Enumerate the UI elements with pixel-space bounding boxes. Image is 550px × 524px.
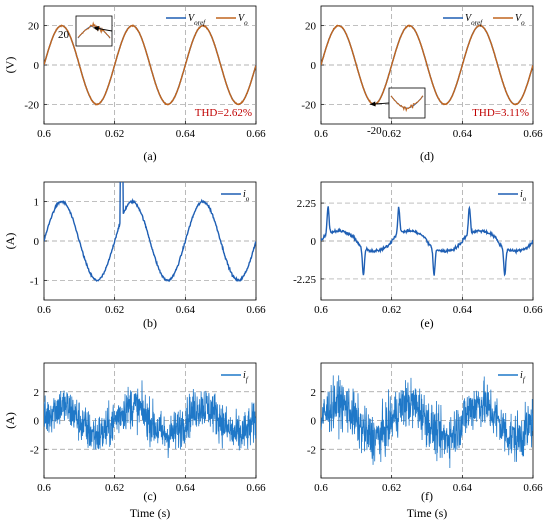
zoom-inset-label: -20 bbox=[367, 125, 382, 137]
y-tick-label: -20 bbox=[24, 99, 39, 111]
y-tick-label: 2.25 bbox=[297, 198, 317, 210]
thd-label: THD=3.11% bbox=[472, 107, 529, 119]
y-tick-label: -2 bbox=[307, 444, 316, 456]
y-tick-label: 0 bbox=[311, 416, 317, 428]
y-tick-label: 0 bbox=[34, 60, 40, 72]
x-tick-label: 0.6 bbox=[314, 128, 328, 140]
y-tick-label: 2 bbox=[311, 387, 317, 399]
x-tick-label: 0.62 bbox=[105, 128, 124, 140]
zoom-inset-trace bbox=[390, 95, 424, 113]
y-tick-label: 0 bbox=[34, 416, 40, 428]
y-axis-label: (A) bbox=[3, 412, 17, 429]
chart-b: 0.6 0.62 0.64 0.66 -1 0 1 io (A) (b) bbox=[3, 181, 266, 330]
x-tick-label: 0.62 bbox=[382, 128, 401, 140]
x-tick-label: 0.6 bbox=[314, 482, 328, 494]
x-tick-label: 0.64 bbox=[453, 128, 473, 140]
series-line-i-f bbox=[44, 380, 256, 459]
y-tick-label: 20 bbox=[28, 21, 40, 33]
y-tick-label: 20 bbox=[305, 21, 317, 33]
y-tick-label: 2 bbox=[34, 387, 40, 399]
series-line-i-o bbox=[44, 182, 256, 283]
x-tick-label: 0.62 bbox=[105, 304, 124, 316]
panel-caption: (c) bbox=[143, 489, 156, 503]
x-tick-label: 0.66 bbox=[246, 482, 266, 494]
x-tick-label: 0.66 bbox=[246, 304, 266, 316]
series-line-i-f bbox=[321, 375, 533, 468]
y-tick-label: 0 bbox=[311, 60, 317, 72]
x-tick-label: 0.62 bbox=[382, 304, 401, 316]
x-tick-label: 0.64 bbox=[176, 482, 196, 494]
zoom-inset-trace bbox=[77, 21, 111, 39]
legend-label-a-1: Vo bbox=[238, 13, 248, 27]
zoom-inset-label: 20 bbox=[58, 29, 70, 41]
x-axis-label: Time (s) bbox=[130, 506, 171, 520]
chart-d: 0.6 0.62 0.64 0.66 -20 0 20 Voref Vo THD=3.11% -20… bbox=[301, 5, 543, 163]
legend-label-a-0: Voref bbox=[188, 13, 206, 27]
panel-caption: (e) bbox=[420, 316, 433, 330]
x-tick-label: 0.64 bbox=[176, 128, 196, 140]
x-tick-label: 0.6 bbox=[37, 128, 51, 140]
legend-label-f-0: if bbox=[520, 370, 526, 384]
panel-caption: (b) bbox=[143, 316, 157, 330]
panel-caption: (d) bbox=[420, 149, 434, 163]
y-tick-label: -2.25 bbox=[293, 274, 316, 286]
y-axis-label: (V) bbox=[3, 57, 17, 74]
x-tick-label: 0.66 bbox=[246, 128, 266, 140]
x-axis-label: Time (s) bbox=[407, 506, 448, 520]
x-tick-label: 0.64 bbox=[176, 304, 196, 316]
chart-e: 0.6 0.62 0.64 0.66 -2.25 0 2.25 io (e) bbox=[293, 181, 543, 330]
y-tick-label: -20 bbox=[301, 99, 316, 111]
y-tick-label: -2 bbox=[30, 444, 39, 456]
thd-label: THD=2.62% bbox=[195, 107, 252, 119]
x-tick-label: 0.6 bbox=[37, 482, 51, 494]
x-tick-label: 0.6 bbox=[37, 304, 51, 316]
x-tick-label: 0.66 bbox=[523, 482, 543, 494]
y-tick-label: 1 bbox=[34, 197, 40, 209]
x-tick-label: 0.62 bbox=[105, 482, 124, 494]
zoom-inset-box bbox=[75, 15, 113, 47]
chart-c: 0.6 0.62 0.64 0.66 -2 0 2 if (A) (c) Time (s) bbox=[3, 362, 266, 520]
series-line-v-o bbox=[321, 24, 533, 107]
x-tick-label: 0.64 bbox=[453, 482, 473, 494]
y-axis-label: (A) bbox=[3, 233, 17, 250]
series-line-v-o bbox=[44, 24, 256, 106]
series-line-i-o bbox=[321, 205, 533, 277]
panel-caption: (a) bbox=[143, 149, 156, 163]
legend-label-b-0: io bbox=[243, 189, 250, 203]
y-tick-label: 0 bbox=[34, 236, 40, 248]
x-tick-label: 0.62 bbox=[382, 482, 401, 494]
x-tick-label: 0.66 bbox=[523, 304, 543, 316]
x-tick-label: 0.64 bbox=[453, 304, 473, 316]
legend-label-e-0: io bbox=[520, 189, 527, 203]
y-tick-label: -1 bbox=[30, 275, 39, 287]
zoom-inset-box bbox=[388, 87, 426, 119]
x-tick-label: 0.6 bbox=[314, 304, 328, 316]
x-tick-label: 0.66 bbox=[523, 128, 543, 140]
y-tick-label: 0 bbox=[311, 236, 317, 248]
legend-label-c-0: if bbox=[243, 370, 249, 384]
panel-caption: (f) bbox=[421, 489, 433, 503]
legend-label-d-0: Voref bbox=[465, 13, 483, 27]
chart-f: 0.6 0.62 0.64 0.66 -2 0 2 if (f) Time (s) bbox=[307, 362, 543, 520]
zoom-arrowhead bbox=[370, 101, 376, 107]
chart-a: 0.6 0.62 0.64 0.66 -20 0 20 Voref Vo THD=2.62% 20 (… bbox=[3, 5, 266, 163]
legend-label-d-1: Vo bbox=[515, 13, 525, 27]
zoom-arrowhead bbox=[93, 26, 100, 32]
